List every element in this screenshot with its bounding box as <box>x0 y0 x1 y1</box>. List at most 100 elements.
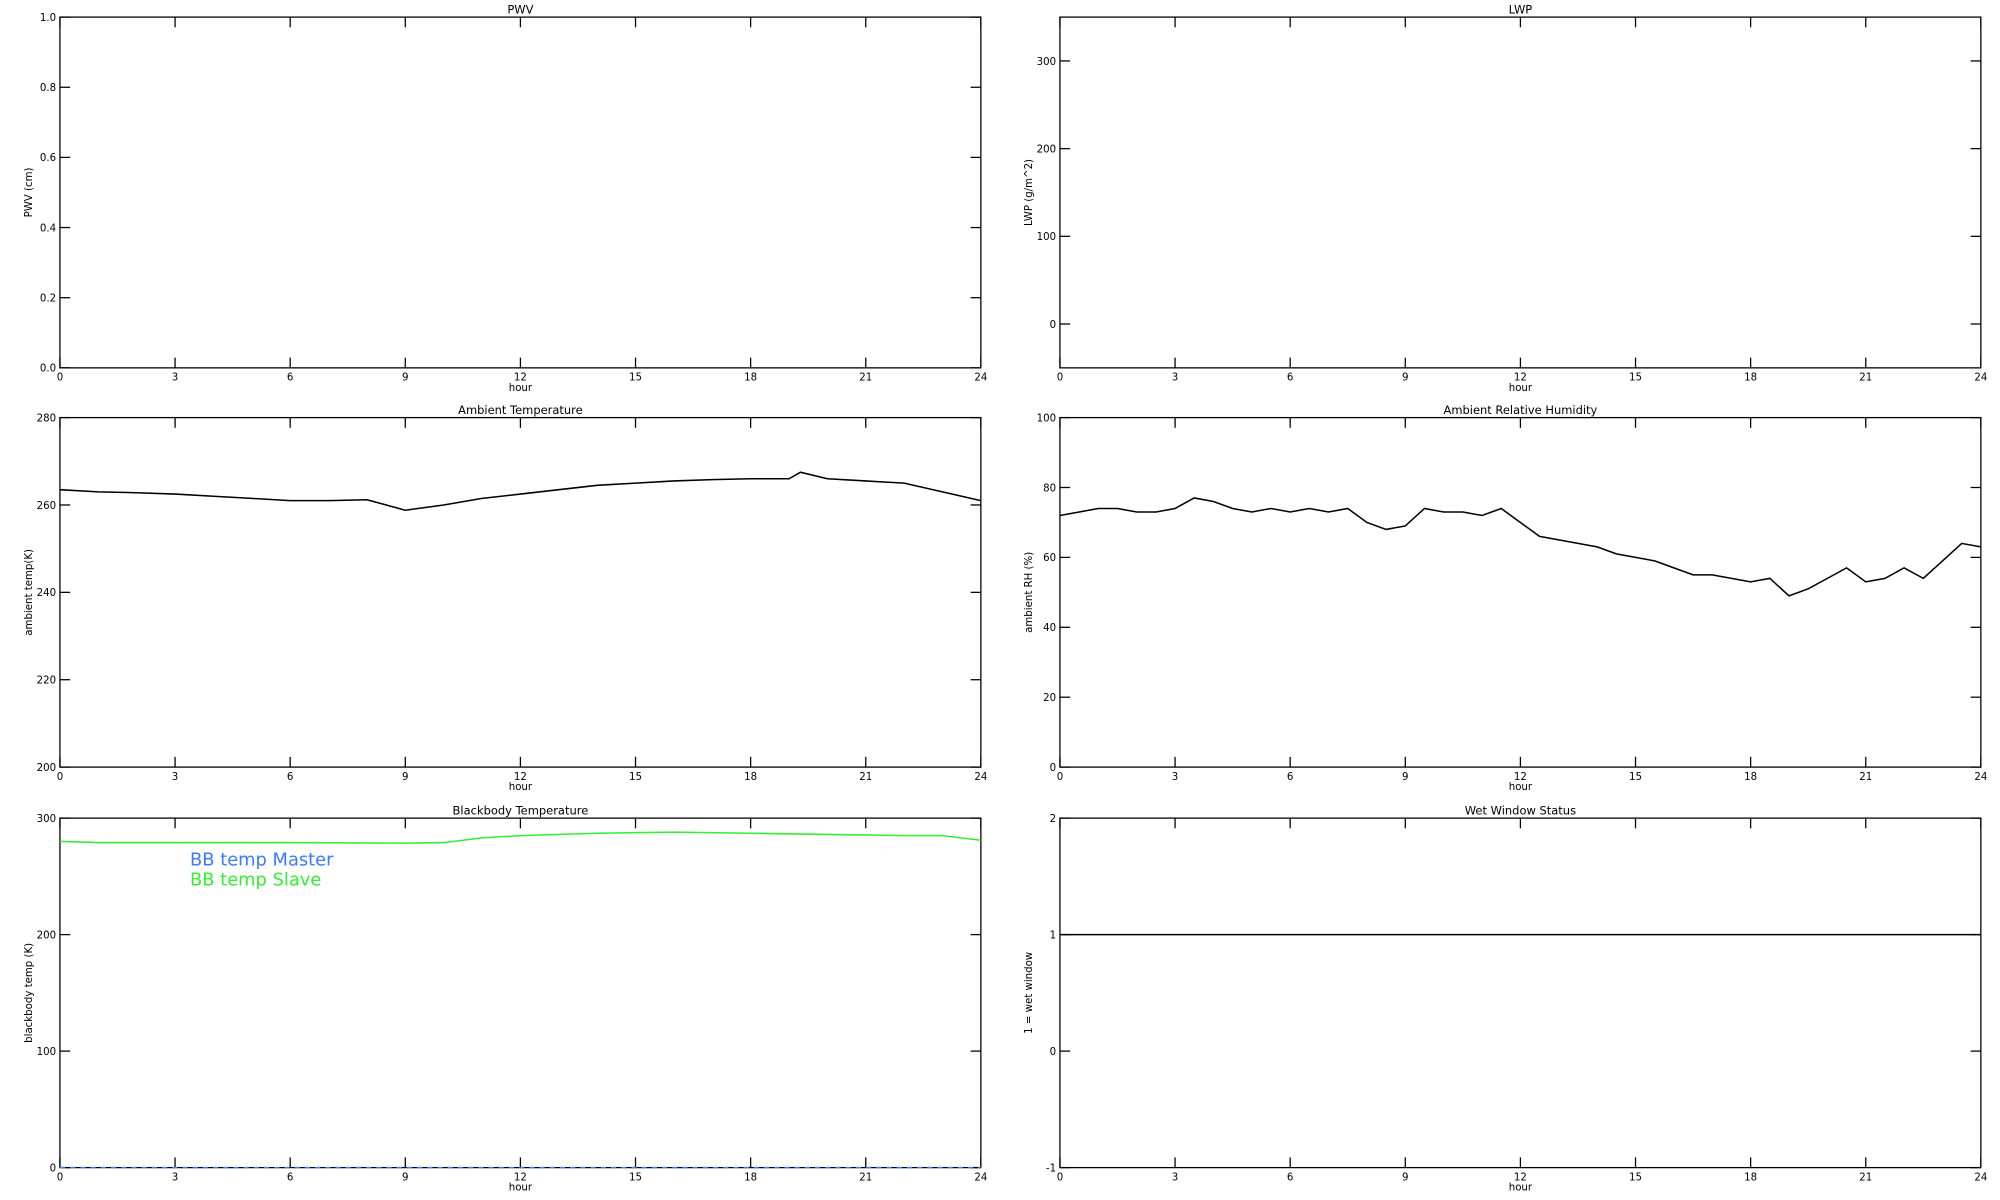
x-tick-label: 21 <box>1859 772 1872 783</box>
y-axis-label: ambient temp(K) <box>24 549 35 636</box>
y-tick-label: 200 <box>37 763 56 774</box>
y-tick-label: 0 <box>1050 763 1056 774</box>
x-tick-label: 15 <box>629 772 642 783</box>
x-tick-label: 9 <box>1402 373 1408 384</box>
legend-entry: BB temp Slave <box>190 870 321 891</box>
x-tick-label: 9 <box>402 373 408 384</box>
x-tick-label: 6 <box>1287 373 1293 384</box>
x-tick-label: 9 <box>1402 772 1408 783</box>
legend-entry: BB temp Master <box>190 849 334 870</box>
y-tick-label: -1 <box>1046 1163 1056 1174</box>
x-tick-label: 6 <box>1287 772 1293 783</box>
chart-panel: Blackbody Temperature hour blackbody temp … <box>24 803 987 1193</box>
y-tick-label: 100 <box>1037 413 1056 424</box>
y-tick-label: 60 <box>1043 553 1056 564</box>
y-tick-label: 1 <box>1050 930 1056 941</box>
x-tick-label: 0 <box>57 772 63 783</box>
y-tick-label: 0.2 <box>40 294 56 305</box>
y-tick-label: 0.0 <box>40 364 56 375</box>
chart-title: LWP <box>1509 2 1533 16</box>
chart-panel: LWP hour LWP (g/m^2) 0 3 6 9 12 15 18 21 24 0 100 200 3… <box>1024 2 1987 394</box>
x-tick-label: 0 <box>1057 772 1063 783</box>
x-tick-label: 3 <box>172 1172 178 1183</box>
x-tick-label: 9 <box>402 1172 408 1183</box>
x-tick-label: 21 <box>859 772 872 783</box>
x-axis-label: hour <box>1509 782 1533 793</box>
x-tick-label: 12 <box>514 1172 527 1183</box>
y-tick-label: 0 <box>1050 320 1056 331</box>
plot-frame <box>59 16 982 369</box>
x-tick-label: 15 <box>629 1172 642 1183</box>
y-tick-label: 100 <box>37 1047 56 1058</box>
chart-title: Wet Window Status <box>1465 803 1576 817</box>
x-tick-label: 12 <box>1514 772 1527 783</box>
chart-panel: Ambient Relative Humidity hour ambient RH … <box>1024 403 1987 793</box>
y-tick-label: 40 <box>1043 623 1056 634</box>
y-axis-label: ambient RH (%) <box>1024 552 1035 633</box>
x-tick-label: 24 <box>974 772 987 783</box>
x-axis-label: hour <box>509 1183 533 1194</box>
x-tick-label: 3 <box>172 373 178 384</box>
x-tick-label: 15 <box>1629 1172 1642 1183</box>
x-tick-label: 9 <box>1402 1172 1408 1183</box>
x-tick-label: 18 <box>1744 1172 1757 1183</box>
y-tick-label: 100 <box>1037 232 1056 243</box>
x-tick-label: 21 <box>1859 1172 1872 1183</box>
x-tick-label: 15 <box>1629 373 1642 384</box>
x-tick-label: 0 <box>57 1172 63 1183</box>
y-axis-label: 1 = wet window <box>1024 952 1035 1034</box>
y-axis-label: PWV (cm) <box>24 168 35 218</box>
plot-frame <box>1059 817 1982 1169</box>
y-tick-label: 260 <box>37 501 56 512</box>
x-tick-label: 18 <box>744 373 757 384</box>
y-tick-label: 0.6 <box>40 153 56 164</box>
y-tick-label: 0 <box>50 1163 56 1174</box>
x-axis-label: hour <box>1509 1183 1533 1194</box>
x-tick-label: 6 <box>1287 1172 1293 1183</box>
x-tick-label: 6 <box>287 772 293 783</box>
y-tick-label: 300 <box>37 814 56 825</box>
y-tick-label: 200 <box>37 930 56 941</box>
y-tick-label: 200 <box>1037 144 1056 155</box>
chart-title: Ambient Relative Humidity <box>1443 403 1597 417</box>
chart-panel: Ambient Temperature hour ambient temp(K) 0 3… <box>24 403 987 793</box>
x-tick-label: 12 <box>514 373 527 384</box>
chart-title: Ambient Temperature <box>458 403 583 417</box>
y-tick-label: 0.4 <box>40 223 56 234</box>
x-tick-label: 12 <box>514 772 527 783</box>
x-axis-label: hour <box>509 383 533 394</box>
y-axis-label: LWP (g/m^2) <box>1024 159 1035 226</box>
x-tick-label: 24 <box>1974 772 1987 783</box>
x-tick-label: 3 <box>172 772 178 783</box>
plot-frame <box>59 416 982 768</box>
x-axis-label: hour <box>1509 383 1533 394</box>
x-tick-label: 18 <box>744 772 757 783</box>
x-tick-label: 24 <box>974 1172 987 1183</box>
x-tick-label: 15 <box>629 373 642 384</box>
y-tick-label: 0 <box>1050 1047 1056 1058</box>
plot-frame <box>1059 416 1982 768</box>
y-tick-label: 300 <box>1037 57 1056 68</box>
chart-panel: PWV hour PWV (cm) 0 3 6 9 12 15 18 21 24 0.0 0.2 0.4 0.… <box>24 2 987 394</box>
x-tick-label: 3 <box>1172 373 1178 384</box>
x-tick-label: 9 <box>402 772 408 783</box>
y-tick-label: 2 <box>1050 814 1056 825</box>
x-tick-label: 0 <box>1057 1172 1063 1183</box>
y-tick-label: 280 <box>37 413 56 424</box>
series-line <box>1059 497 1982 597</box>
x-tick-label: 18 <box>744 1172 757 1183</box>
y-tick-label: 1.0 <box>40 13 56 24</box>
x-tick-label: 0 <box>1057 373 1063 384</box>
x-tick-label: 3 <box>1172 772 1178 783</box>
x-tick-label: 18 <box>1744 772 1757 783</box>
x-tick-label: 6 <box>287 1172 293 1183</box>
y-tick-label: 20 <box>1043 693 1056 704</box>
x-tick-label: 24 <box>1974 1172 1987 1183</box>
x-tick-label: 0 <box>57 373 63 384</box>
y-tick-label: 240 <box>37 588 56 599</box>
x-axis-label: hour <box>509 782 533 793</box>
x-tick-label: 21 <box>859 373 872 384</box>
x-tick-label: 3 <box>1172 1172 1178 1183</box>
y-tick-label: 220 <box>37 676 56 687</box>
x-tick-label: 24 <box>1974 373 1987 384</box>
